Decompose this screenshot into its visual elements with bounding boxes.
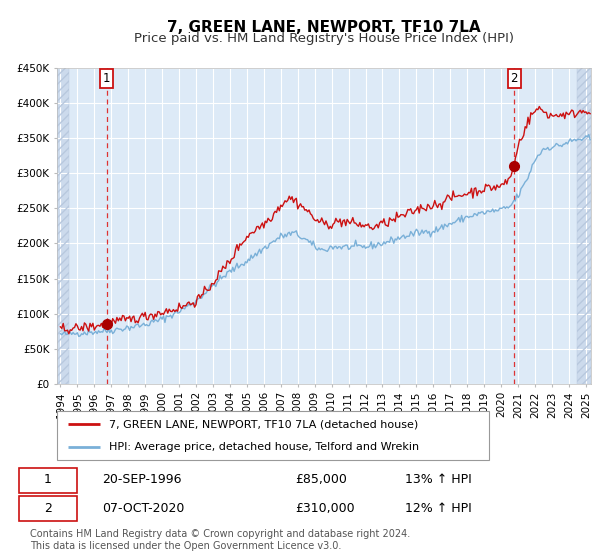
FancyBboxPatch shape xyxy=(57,411,489,460)
Bar xyxy=(57,68,69,384)
Text: 1: 1 xyxy=(103,72,110,85)
Bar xyxy=(577,68,591,384)
Text: 07-OCT-2020: 07-OCT-2020 xyxy=(102,502,184,515)
Text: 7, GREEN LANE, NEWPORT, TF10 7LA: 7, GREEN LANE, NEWPORT, TF10 7LA xyxy=(167,20,481,35)
Bar xyxy=(577,68,591,384)
FancyBboxPatch shape xyxy=(19,468,77,493)
Text: Contains HM Land Registry data © Crown copyright and database right 2024.
This d: Contains HM Land Registry data © Crown c… xyxy=(30,529,410,551)
Text: 20-SEP-1996: 20-SEP-1996 xyxy=(102,473,181,487)
FancyBboxPatch shape xyxy=(19,496,77,521)
Text: Price paid vs. HM Land Registry's House Price Index (HPI): Price paid vs. HM Land Registry's House … xyxy=(134,32,514,45)
Text: 1: 1 xyxy=(44,473,52,487)
Bar xyxy=(57,68,69,384)
Text: 7, GREEN LANE, NEWPORT, TF10 7LA (detached house): 7, GREEN LANE, NEWPORT, TF10 7LA (detach… xyxy=(109,419,418,430)
Text: 2: 2 xyxy=(44,502,52,515)
Text: 12% ↑ HPI: 12% ↑ HPI xyxy=(406,502,472,515)
Text: 2: 2 xyxy=(511,72,518,85)
Text: 13% ↑ HPI: 13% ↑ HPI xyxy=(406,473,472,487)
Text: HPI: Average price, detached house, Telford and Wrekin: HPI: Average price, detached house, Telf… xyxy=(109,442,419,452)
Text: £310,000: £310,000 xyxy=(295,502,355,515)
Text: £85,000: £85,000 xyxy=(295,473,347,487)
